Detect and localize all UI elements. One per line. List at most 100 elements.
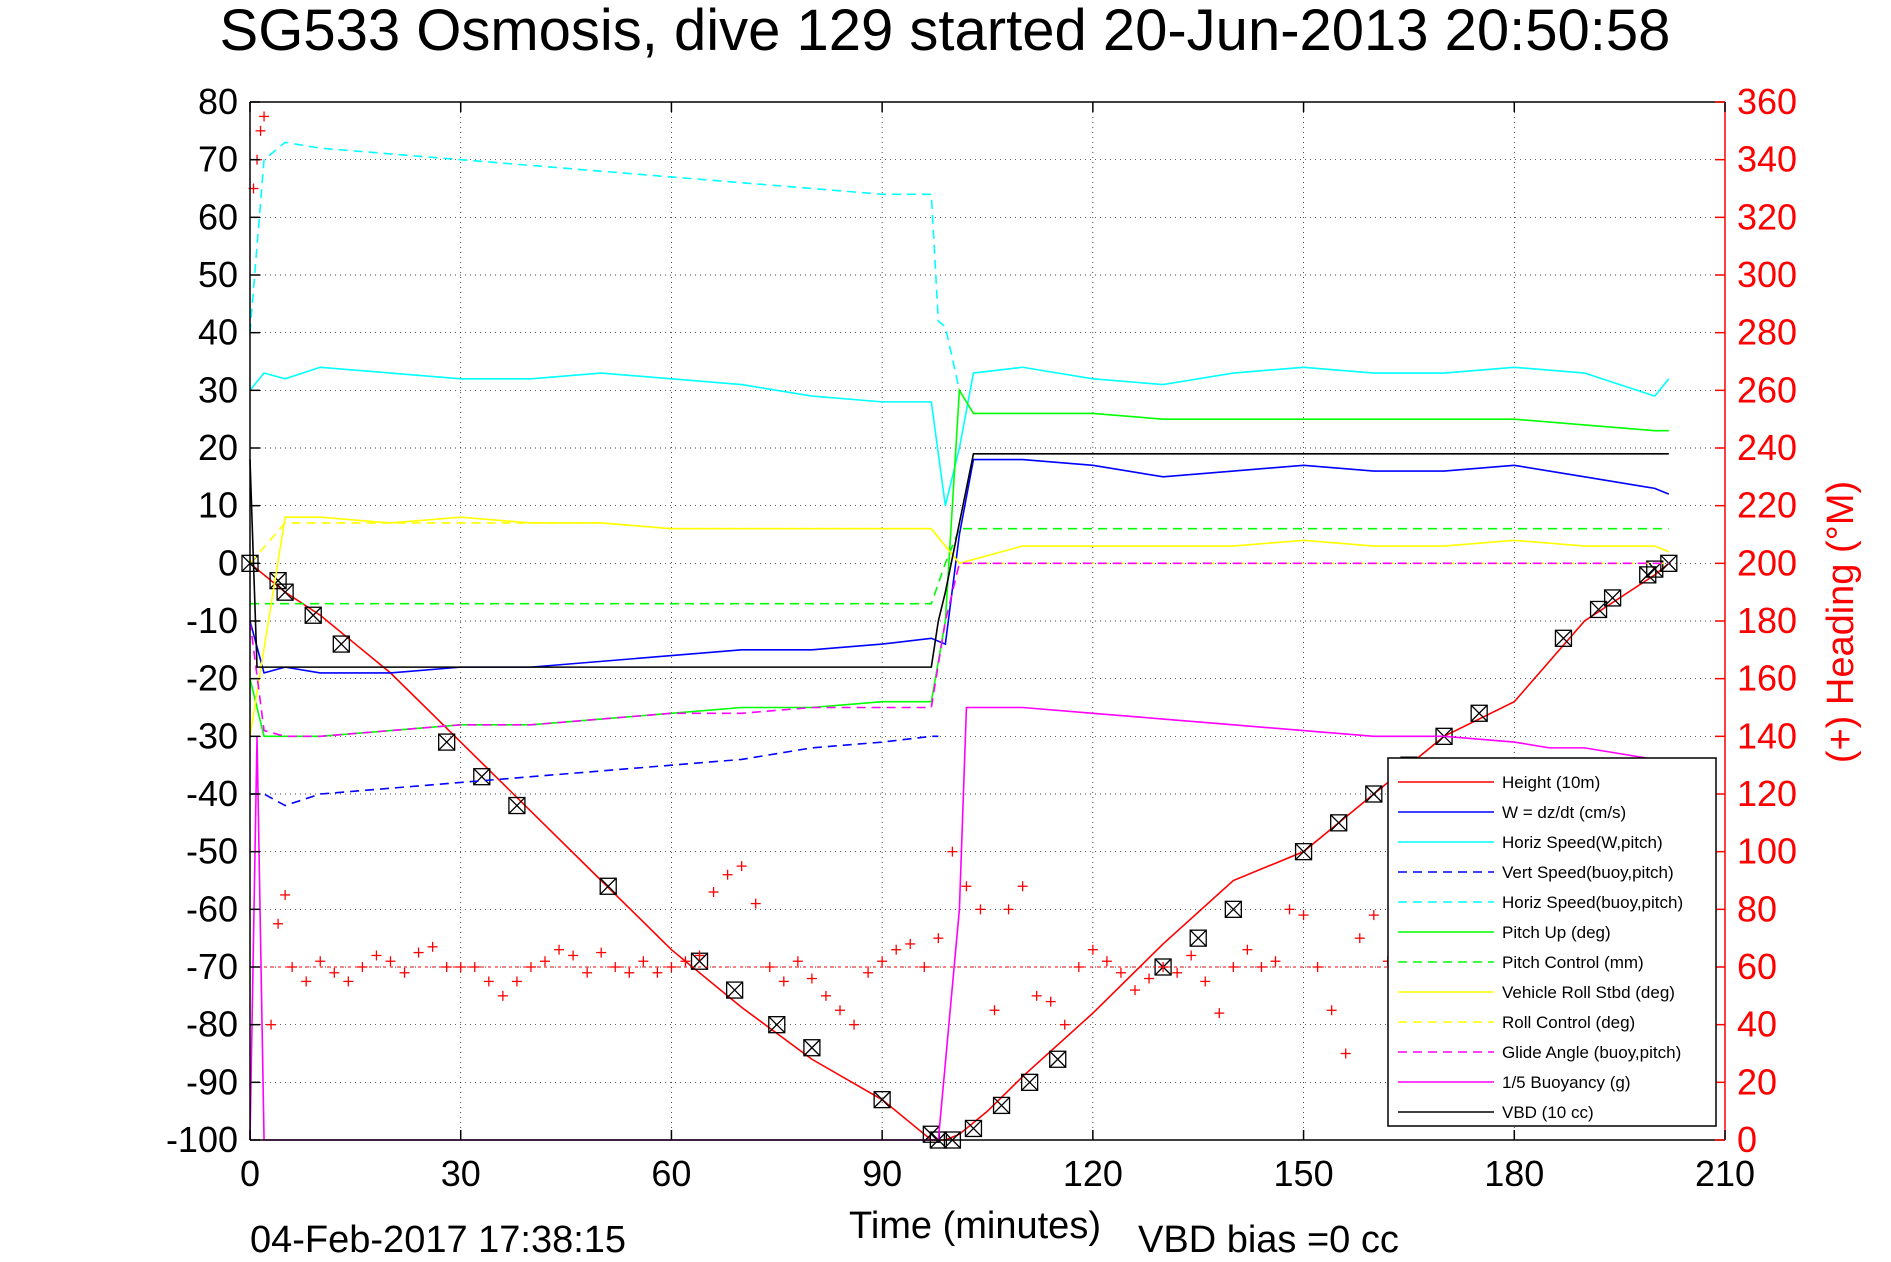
height-marker-cross	[1295, 843, 1313, 861]
y-tick-label: 10	[198, 485, 238, 526]
height-marker-cross	[1189, 929, 1207, 947]
legend-label: Pitch Up (deg)	[1502, 923, 1611, 942]
height-marker-box	[1639, 566, 1657, 584]
heading-point	[1270, 956, 1281, 967]
height-marker-box	[1294, 843, 1313, 861]
height-marker	[768, 1016, 786, 1034]
heading-point	[1214, 1008, 1225, 1019]
height-marker	[599, 877, 617, 895]
heading-point	[1003, 904, 1014, 915]
series-roll-control-deg	[249, 522, 1669, 565]
height-marker-cross	[269, 572, 287, 590]
y-tick-label: -80	[186, 1004, 238, 1045]
y-right-tick-label: 300	[1737, 254, 1797, 295]
y-right-tick-label: 120	[1737, 773, 1797, 814]
y-tick-label: 50	[198, 254, 238, 295]
heading-point	[722, 869, 733, 880]
heading-point	[315, 956, 326, 967]
y-right-tick-label: 20	[1737, 1061, 1777, 1102]
heading-point	[891, 944, 902, 955]
height-marker-box	[304, 606, 322, 624]
y-tick-label: -60	[186, 888, 238, 929]
height-marker	[1470, 704, 1488, 722]
heading-point	[764, 962, 775, 972]
height-marker-box	[803, 1039, 821, 1057]
height-marker-box	[725, 981, 744, 999]
heading-point	[259, 111, 270, 122]
height-marker-cross	[438, 733, 456, 751]
heading-point	[1326, 1005, 1337, 1016]
y-tick-label: -90	[186, 1061, 238, 1102]
heading-point	[1242, 944, 1253, 955]
height-marker	[1639, 566, 1657, 584]
height-marker-cross	[691, 952, 708, 970]
legend-box	[1387, 757, 1717, 1127]
heading-point	[497, 990, 508, 1001]
height-marker-box	[1365, 785, 1383, 803]
heading-point	[835, 1005, 845, 1016]
heading-point	[806, 973, 817, 984]
height-marker-cross	[873, 1091, 891, 1109]
height-marker	[725, 981, 744, 999]
x-tick-label: 90	[862, 1153, 902, 1194]
timestamp-label: 04-Feb-2017 17:38:15	[250, 1219, 626, 1261]
heading-point	[1059, 1019, 1070, 1030]
heading-point	[694, 950, 705, 961]
series-horiz-speed-buoy-pitch	[249, 141, 961, 391]
heading-point	[343, 976, 354, 987]
y-right-tick-label: 60	[1737, 946, 1777, 987]
y-tick-label: -50	[186, 831, 238, 872]
heading-point	[680, 956, 691, 967]
height-marker-box	[1470, 704, 1488, 722]
height-marker-cross	[508, 797, 526, 814]
y-right-tick-label: 340	[1737, 139, 1797, 180]
heading-point	[385, 956, 396, 967]
y-right-tick-label: 320	[1737, 196, 1797, 237]
height-marker-cross	[1604, 589, 1622, 607]
heading-point	[750, 898, 761, 909]
heading-point	[792, 956, 803, 967]
heading-point	[1101, 956, 1112, 967]
heading-point	[610, 962, 621, 972]
heading-point	[554, 944, 565, 955]
height-marker-box	[1224, 900, 1242, 918]
heading-point	[1158, 962, 1169, 972]
heading-point	[1186, 950, 1197, 961]
height-marker-box	[873, 1090, 891, 1109]
heading-point	[666, 962, 677, 972]
x-tick-label: 180	[1484, 1153, 1544, 1194]
height-marker-cross	[964, 1120, 982, 1137]
height-marker	[964, 1119, 983, 1138]
height-marker-box	[276, 583, 294, 601]
heading-point	[1031, 990, 1042, 1001]
heading-point	[280, 889, 291, 900]
y-right-tick-label: 0	[1737, 1119, 1757, 1160]
heading-point	[1172, 967, 1183, 978]
height-marker	[873, 1090, 891, 1109]
y-right-tick-label: 220	[1737, 485, 1797, 526]
chart-title: SG533 Osmosis, dive 129 started 20-Jun-2…	[220, 0, 1671, 63]
heading-point	[1144, 973, 1155, 984]
heading-point	[961, 881, 972, 892]
legend-label: 1/5 Buoyancy (g)	[1502, 1073, 1631, 1092]
height-marker	[690, 952, 709, 970]
heading-point	[1017, 881, 1028, 892]
x-tick-label: 210	[1695, 1153, 1755, 1194]
height-marker	[992, 1096, 1011, 1115]
heading-point	[877, 956, 888, 967]
vbd-bias-label: VBD bias =0 cc	[1138, 1219, 1399, 1261]
height-marker	[473, 768, 491, 786]
heading-point	[596, 947, 607, 958]
y-tick-label: -10	[186, 600, 238, 641]
heading-point	[863, 967, 874, 978]
height-marker-cross	[1554, 629, 1572, 647]
heading-point	[1228, 962, 1239, 972]
height-marker-cross	[332, 635, 350, 653]
heading-point	[1087, 944, 1098, 955]
legend-label: Glide Angle (buoy,pitch)	[1502, 1043, 1681, 1062]
series-pitch-control-mm	[250, 527, 1669, 605]
height-marker-cross	[1365, 785, 1383, 803]
y-right-tick-label: 140	[1737, 715, 1797, 756]
heading-point	[849, 1019, 860, 1030]
